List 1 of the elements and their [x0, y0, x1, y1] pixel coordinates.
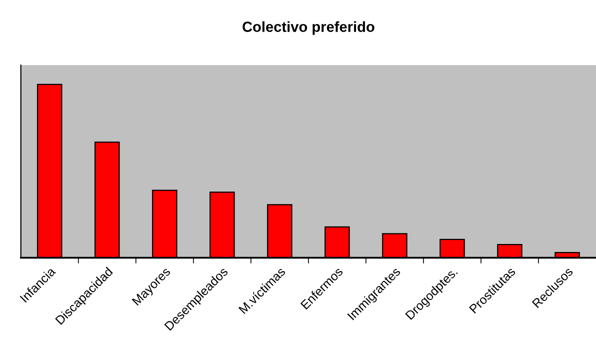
chart-title: Colectivo preferido — [242, 21, 374, 35]
